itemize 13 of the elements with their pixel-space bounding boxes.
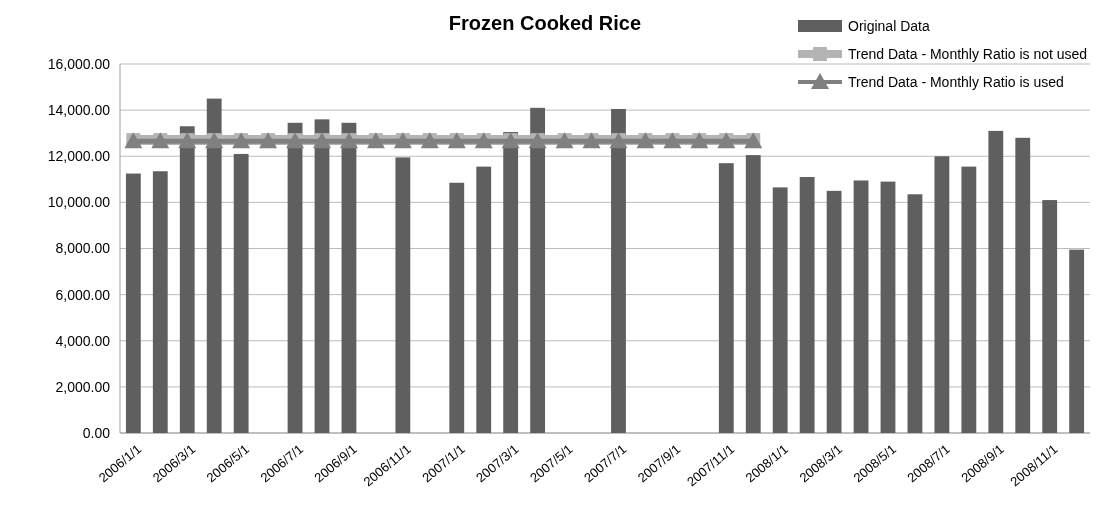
legend-label: Trend Data - Monthly Ratio is used [848,73,1064,90]
y-tick-label: 12,000.00 [47,148,111,165]
y-tick-label: 2,000.00 [55,378,111,395]
y-tick-label: 0.00 [82,424,111,441]
y-tick-label: 8,000.00 [55,240,111,257]
y-tick-label: 4,000.00 [55,332,111,349]
y-tick-label: 10,000.00 [47,194,111,211]
y-tick-label: 14,000.00 [47,102,111,119]
legend-label: Trend Data - Monthly Ratio is not used [848,45,1088,62]
y-tick-label: 16,000.00 [47,55,111,72]
chart-title: Frozen Cooked Rice [448,12,642,34]
y-tick-label: 6,000.00 [55,286,111,303]
legend-label: Original Data [848,17,930,34]
